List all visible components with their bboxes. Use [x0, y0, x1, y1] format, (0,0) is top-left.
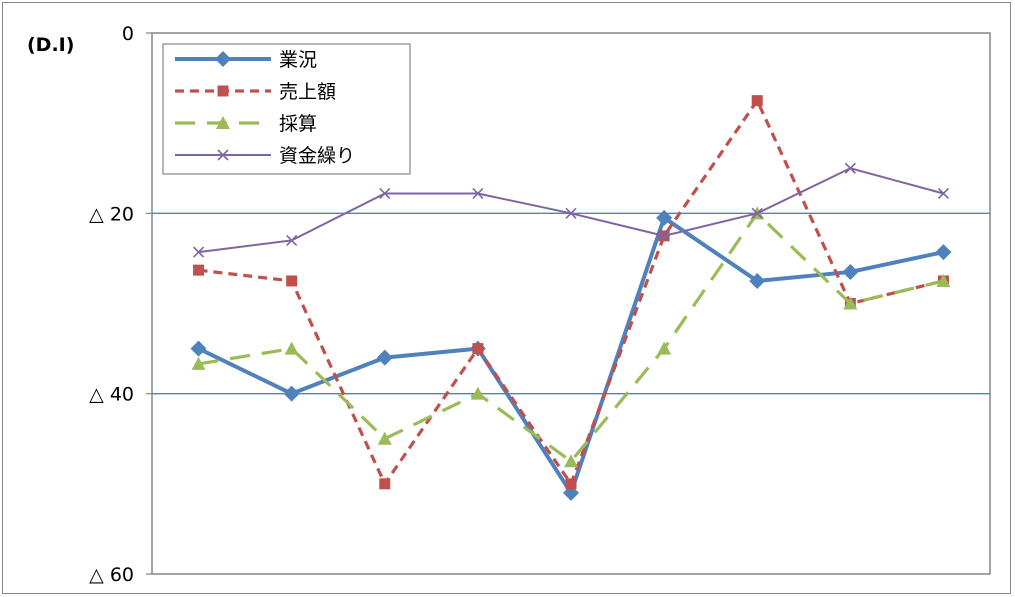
legend-label: 売上額	[279, 81, 336, 103]
legend-marker	[216, 116, 230, 129]
data-point	[283, 385, 300, 402]
legend-item: 売上額	[175, 81, 336, 103]
data-point	[751, 95, 763, 107]
series-layer	[190, 95, 952, 501]
data-point	[379, 187, 391, 200]
unit-label: (D.I)	[27, 34, 74, 56]
y-axis-ticks: 0 △ 20 △ 40 △ 60	[89, 23, 152, 586]
series-line	[198, 211, 944, 463]
data-point	[376, 349, 393, 366]
data-point	[192, 246, 205, 258]
data-point	[472, 187, 484, 200]
data-point	[379, 478, 391, 490]
legend-marker	[217, 149, 229, 161]
legend-label: 業況	[279, 49, 317, 71]
data-point	[751, 207, 763, 219]
data-point	[286, 234, 298, 246]
y-tick-label: △ 20	[89, 203, 134, 225]
legend-marker	[217, 85, 229, 97]
data-point	[844, 162, 856, 174]
data-point	[284, 341, 299, 355]
data-point	[749, 272, 766, 289]
legend-label: 資金繰り	[279, 145, 355, 167]
data-point	[470, 386, 485, 400]
data-point	[286, 275, 298, 287]
data-point	[656, 209, 673, 226]
data-point	[658, 230, 670, 242]
data-point	[564, 454, 578, 468]
legend-box	[162, 43, 411, 175]
data-point	[193, 264, 205, 276]
legend-item: 業況	[175, 49, 317, 71]
legend-marker	[215, 51, 231, 67]
data-point	[657, 341, 672, 355]
data-point	[190, 340, 207, 357]
data-point	[936, 273, 951, 287]
data-point	[191, 356, 206, 370]
y-tick-label: △ 60	[89, 564, 134, 586]
data-point	[377, 431, 392, 445]
data-point	[472, 343, 484, 355]
legend-item: 資金繰り	[175, 145, 355, 167]
series-4	[192, 162, 950, 258]
data-point	[937, 187, 950, 200]
data-point	[843, 296, 858, 310]
legend-item: 採算	[175, 113, 317, 135]
data-point	[842, 263, 859, 280]
y-tick-label: △ 40	[89, 384, 134, 406]
y-tick-label: 0	[122, 23, 134, 45]
data-point	[565, 478, 577, 490]
data-point	[565, 207, 577, 219]
legend-label: 採算	[279, 113, 317, 135]
data-point	[935, 244, 952, 261]
